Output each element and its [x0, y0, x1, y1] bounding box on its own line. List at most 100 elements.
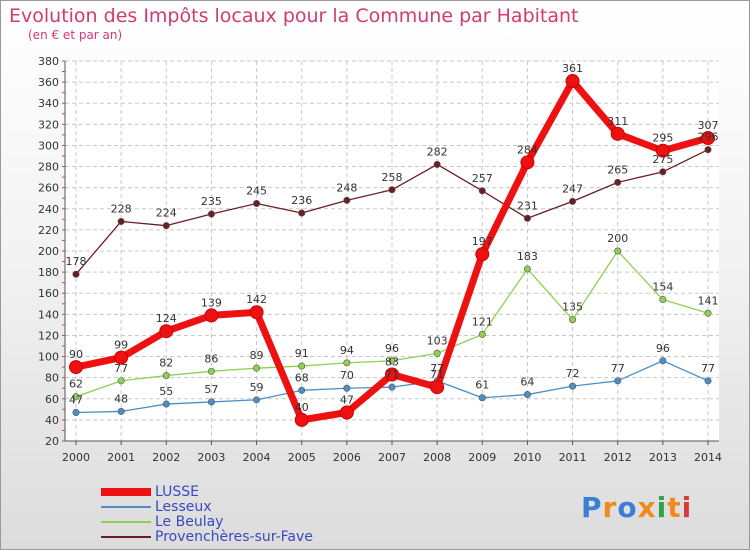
data-label: 82	[159, 357, 173, 370]
data-point	[430, 380, 445, 395]
data-label: 59	[250, 381, 264, 394]
y-tick-label: 200	[38, 245, 59, 258]
data-label: 247	[562, 182, 583, 195]
data-label: 61	[475, 379, 489, 392]
data-label: 64	[520, 376, 534, 389]
data-point	[114, 350, 129, 365]
data-point	[704, 309, 712, 317]
data-label: 296	[698, 131, 719, 144]
data-label: 47	[340, 394, 354, 407]
logo-letter: P	[581, 491, 603, 524]
data-label: 47	[69, 394, 83, 407]
data-point	[701, 131, 715, 146]
y-tick-label: 40	[45, 414, 59, 427]
data-point	[249, 305, 264, 320]
data-label: 103	[427, 334, 448, 347]
data-label: 235	[201, 195, 222, 208]
logo-letter: r	[602, 491, 618, 524]
data-label: 139	[201, 296, 222, 309]
data-label: 99	[114, 339, 128, 352]
logo-letter: i	[656, 491, 668, 524]
data-point	[478, 330, 486, 338]
y-tick-label: 140	[38, 308, 59, 321]
data-label: 124	[156, 312, 177, 325]
data-point	[388, 383, 396, 391]
x-tick-label: 2003	[197, 451, 225, 464]
data-label: 257	[472, 172, 493, 185]
data-label: 307	[698, 119, 719, 132]
data-point	[523, 265, 531, 273]
data-point	[72, 408, 80, 416]
logo-letter: x	[637, 491, 657, 524]
data-label: 77	[430, 362, 444, 375]
legend-label-provencheres: Provenchères-sur-Fave	[155, 529, 313, 545]
data-label: 275	[652, 153, 673, 166]
y-tick-label: 360	[38, 76, 59, 89]
y-tick-label: 120	[38, 329, 59, 342]
data-label: 282	[427, 145, 448, 158]
data-point	[655, 143, 670, 158]
chart-subtitle: (en € et par an)	[28, 28, 123, 42]
data-label: 245	[246, 185, 267, 198]
data-label: 77	[701, 362, 715, 375]
y-tick-label: 100	[38, 351, 59, 364]
data-point	[433, 349, 441, 357]
proxiti-logo: Proxiti	[581, 491, 692, 524]
data-label: 55	[159, 385, 173, 398]
x-tick-label: 2006	[333, 451, 361, 464]
data-label: 200	[607, 232, 628, 245]
data-point	[72, 270, 80, 278]
data-point	[298, 209, 306, 217]
data-point	[659, 357, 667, 365]
data-point	[162, 222, 170, 230]
data-label: 284	[517, 143, 538, 156]
data-label: 57	[204, 383, 218, 396]
x-tick-label: 2007	[378, 451, 406, 464]
data-point	[343, 384, 351, 392]
data-point	[610, 126, 625, 141]
data-point	[117, 407, 125, 415]
data-point	[569, 316, 577, 324]
data-label: 135	[562, 301, 583, 314]
data-label: 96	[656, 342, 670, 355]
data-point	[569, 197, 577, 205]
data-point	[388, 357, 396, 365]
data-point	[253, 364, 261, 372]
legend-swatch-lesseux	[101, 506, 151, 508]
data-label: 40	[295, 401, 309, 414]
data-point	[614, 178, 622, 186]
data-label: 311	[607, 115, 628, 128]
data-point	[388, 186, 396, 194]
y-tick-label: 320	[38, 118, 59, 131]
data-point	[659, 296, 667, 304]
data-point	[298, 386, 306, 394]
data-point	[204, 308, 219, 323]
data-label: 71	[385, 368, 399, 381]
data-label: 89	[250, 349, 264, 362]
data-point	[523, 214, 531, 222]
data-label: 68	[295, 371, 309, 384]
data-point	[475, 247, 490, 262]
data-label: 178	[66, 255, 87, 268]
data-label: 71	[430, 368, 444, 381]
y-tick-label: 260	[38, 182, 59, 195]
legend-swatch-lusse	[101, 488, 151, 496]
y-tick-label: 280	[38, 161, 59, 174]
data-label: 228	[111, 202, 132, 215]
data-point	[478, 394, 486, 402]
data-label: 248	[336, 181, 357, 194]
data-label: 183	[517, 250, 538, 263]
data-label: 121	[472, 315, 493, 328]
data-label: 77	[114, 362, 128, 375]
legend-label-lusse: LUSSE	[155, 484, 199, 500]
data-point	[343, 359, 351, 367]
data-point	[162, 400, 170, 408]
data-point	[339, 405, 354, 420]
data-point	[69, 360, 83, 375]
legend-swatch-provencheres	[101, 536, 151, 538]
data-label: 62	[69, 378, 83, 391]
logo-letter: o	[617, 491, 638, 524]
data-label: 142	[246, 293, 267, 306]
y-tick-label: 240	[38, 203, 59, 216]
data-point	[385, 367, 399, 382]
